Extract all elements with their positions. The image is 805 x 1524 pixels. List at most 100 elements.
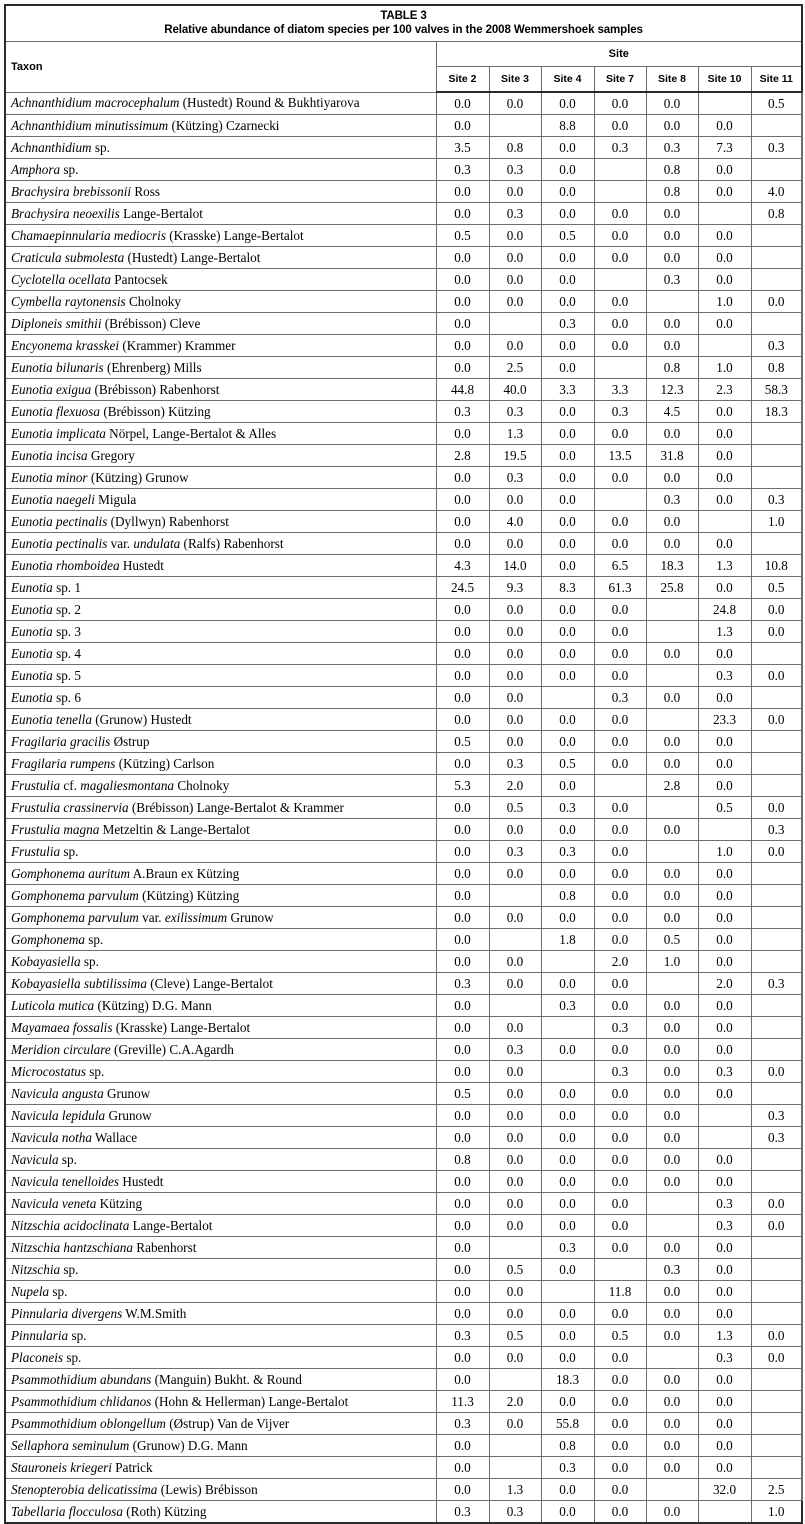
value-cell-site-8: 0.0 (645, 91, 699, 115)
value-cell-site-3: 0.0 (488, 642, 542, 665)
value-cell-site-7: 0.0 (593, 1434, 647, 1457)
table-row: Frustulia sp. 0.0 0.3 0.3 0.0 1.0 0.0 (4, 840, 804, 863)
table-row: Sellaphora seminulum (Grunow) D.G. Mann 0… (4, 1434, 804, 1457)
value-cell-site-3: 0.0 (488, 730, 542, 753)
value-cell-site-7: 0.0 (593, 532, 647, 555)
value-cell-site-10: 0.0 (697, 1302, 752, 1325)
value-cell-site-8 (645, 708, 699, 731)
value-cell-site-2: 0.0 (435, 1192, 490, 1215)
table-row: Gomphonema sp. 0.0 1.8 0.0 0.5 0.0 (4, 928, 804, 951)
value-cell-site-3: 0.3 (488, 466, 542, 489)
value-cell-site-4: 0.0 (540, 180, 595, 203)
value-cell-site-10: 0.0 (697, 400, 752, 423)
table-number-label: TABLE 3 (380, 10, 427, 22)
table-row: Navicula veneta Kützing 0.0 0.0 0.0 0.0 0.3 0.… (4, 1192, 804, 1215)
taxon-cell: Psammothidium oblongellum (Østrup) Van d… (4, 1412, 437, 1435)
value-cell-site-7: 0.0 (593, 1456, 647, 1479)
value-cell-site-8 (645, 664, 699, 687)
taxon-cell: Navicula lepidula Grunow (4, 1104, 437, 1127)
column-header-site-11: Site 11 (750, 66, 804, 93)
value-cell-site-8: 2.8 (645, 774, 699, 797)
value-cell-site-4: 0.0 (540, 91, 595, 115)
taxon-cell: Nitzschia acidoclinata Lange-Bertalot (4, 1214, 437, 1237)
table-sheet: TABLE 3 Relative abundance of diatom spe… (0, 4, 805, 1524)
value-cell-site-10: 0.0 (697, 114, 752, 137)
table-row: Eunotia rhomboidea Hustedt 4.3 14.0 0.0 6.5 1… (4, 554, 804, 577)
value-cell-site-4: 0.0 (540, 356, 595, 379)
value-cell-site-7: 6.5 (593, 554, 647, 577)
value-cell-site-11: 0.5 (750, 576, 804, 599)
taxon-cell: Fragilaria gracilis Østrup (4, 730, 437, 753)
value-cell-site-7: 0.0 (593, 752, 647, 775)
value-cell-site-11: 0.3 (750, 972, 804, 995)
value-cell-site-8: 0.0 (645, 466, 699, 489)
value-cell-site-3: 0.0 (488, 268, 542, 291)
taxon-cell: Nitzschia sp. (4, 1258, 437, 1281)
taxon-cell: Brachysira brebissonii Ross (4, 180, 437, 203)
value-cell-site-11 (750, 1390, 804, 1413)
value-cell-site-8 (645, 840, 699, 863)
value-cell-site-2: 0.0 (435, 510, 490, 533)
value-cell-site-2: 4.3 (435, 554, 490, 577)
taxon-cell: Pinnularia divergens W.M.Smith (4, 1302, 437, 1325)
value-cell-site-2: 0.0 (435, 840, 490, 863)
value-cell-site-11: 0.0 (750, 1214, 804, 1237)
value-cell-site-8: 0.0 (645, 312, 699, 335)
value-cell-site-4: 0.0 (540, 818, 595, 841)
value-cell-site-7: 0.0 (593, 466, 647, 489)
value-cell-site-7 (593, 158, 647, 181)
value-cell-site-8: 0.0 (645, 862, 699, 885)
value-cell-site-8: 0.5 (645, 928, 699, 951)
value-cell-site-8: 0.0 (645, 1368, 699, 1391)
value-cell-site-11: 4.0 (750, 180, 804, 203)
table-row: Encyonema krasskei (Krammer) Krammer 0.0 0… (4, 334, 804, 357)
table-title-cell: TABLE 3 Relative abundance of diatom spe… (3, 4, 804, 42)
value-cell-site-10: 0.0 (697, 906, 752, 929)
taxon-cell: Fragilaria rumpens (Kützing) Carlson (4, 752, 437, 775)
value-cell-site-4: 0.5 (540, 224, 595, 247)
value-cell-site-10 (697, 818, 752, 841)
value-cell-site-11: 0.3 (750, 334, 804, 357)
value-cell-site-4: 0.0 (540, 554, 595, 577)
value-cell-site-11: 0.3 (750, 1126, 804, 1149)
value-cell-site-11: 0.0 (750, 796, 804, 819)
table-row: Microcostatus sp. 0.0 0.0 0.3 0.0 0.3 0.0 (4, 1060, 804, 1083)
value-cell-site-7: 0.0 (593, 510, 647, 533)
value-cell-site-11: 0.0 (750, 840, 804, 863)
value-cell-site-7: 0.0 (593, 1478, 647, 1501)
value-cell-site-8: 1.0 (645, 950, 699, 973)
value-cell-site-7: 0.3 (593, 400, 647, 423)
value-cell-site-2: 44.8 (435, 378, 490, 401)
value-cell-site-2: 5.3 (435, 774, 490, 797)
value-cell-site-11 (750, 1456, 804, 1479)
value-cell-site-8: 0.0 (645, 994, 699, 1017)
taxon-cell: Achnanthidium sp. (4, 136, 437, 159)
value-cell-site-8: 0.0 (645, 1038, 699, 1061)
value-cell-site-11: 0.3 (750, 1104, 804, 1127)
value-cell-site-2: 0.0 (435, 928, 490, 951)
taxon-cell: Achnanthidium macrocephalum (Hustedt) Ro… (4, 91, 437, 115)
value-cell-site-8: 0.0 (645, 1280, 699, 1303)
value-cell-site-11 (750, 1170, 804, 1193)
value-cell-site-3: 4.0 (488, 510, 542, 533)
value-cell-site-8: 0.3 (645, 488, 699, 511)
value-cell-site-2: 0.0 (435, 994, 490, 1017)
value-cell-site-2: 0.0 (435, 246, 490, 269)
value-cell-site-4: 0.0 (540, 1170, 595, 1193)
value-cell-site-4: 3.3 (540, 378, 595, 401)
value-cell-site-10: 0.0 (697, 1038, 752, 1061)
taxon-cell: Eunotia minor (Kützing) Grunow (4, 466, 437, 489)
table-row: Craticula submolesta (Hustedt) Lange-Ber… (4, 246, 804, 269)
value-cell-site-2: 0.0 (435, 1170, 490, 1193)
value-cell-site-2: 0.0 (435, 686, 490, 709)
table-row: Achnanthidium macrocephalum (Hustedt) Ro… (4, 91, 804, 115)
value-cell-site-3: 0.3 (488, 1038, 542, 1061)
value-cell-site-3: 0.0 (488, 1302, 542, 1325)
value-cell-site-3: 0.0 (488, 1104, 542, 1127)
value-cell-site-7: 0.0 (593, 312, 647, 335)
value-cell-site-8: 0.0 (645, 1104, 699, 1127)
taxon-cell: Tabellaria flocculosa (Roth) Kützing (4, 1500, 437, 1524)
value-cell-site-7: 0.0 (593, 708, 647, 731)
value-cell-site-2: 0.0 (435, 268, 490, 291)
value-cell-site-2: 0.5 (435, 730, 490, 753)
